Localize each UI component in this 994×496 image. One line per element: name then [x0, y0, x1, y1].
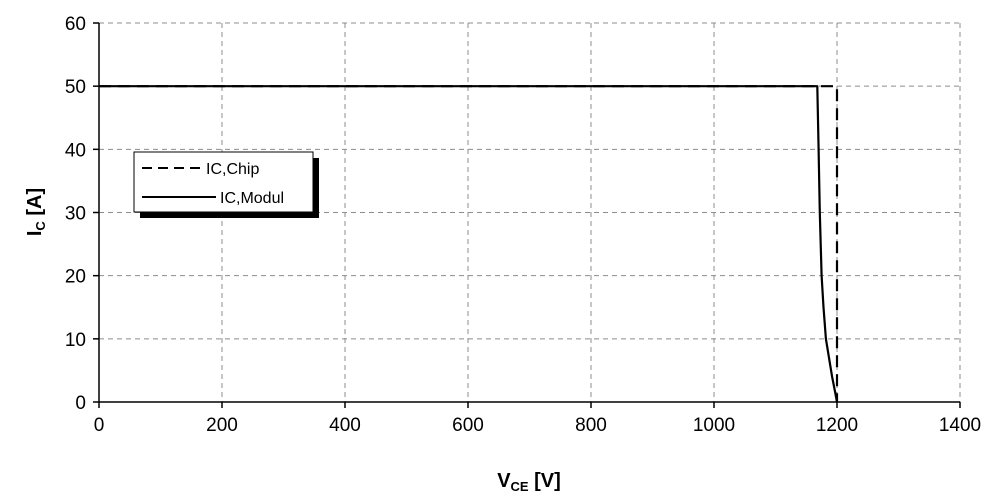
- legend-box: [133, 151, 314, 213]
- x-tick-label: 200: [206, 415, 238, 436]
- y-axis-title-main: I: [24, 231, 46, 237]
- x-tick-label: 1000: [693, 415, 735, 436]
- y-axis-title: IC [A]: [24, 188, 48, 236]
- x-tick-label: 1200: [816, 415, 858, 436]
- x-axis-title: VCE [V]: [497, 470, 561, 494]
- y-tick-label: 50: [65, 77, 86, 98]
- y-tick-label: 30: [65, 204, 86, 225]
- y-tick-label: 40: [65, 140, 86, 161]
- legend-label-ic-chip: IC,Chip: [206, 161, 259, 178]
- y-tick-label: 0: [75, 393, 86, 414]
- x-axis-title-unit: [V]: [529, 470, 561, 492]
- x-axis-title-main: V: [497, 470, 511, 492]
- x-tick-label: 400: [329, 415, 361, 436]
- y-tick-label: 20: [65, 267, 86, 288]
- series-line-ic-modul: [99, 85, 839, 403]
- x-tick-label: 800: [575, 415, 607, 436]
- y-axis-title-sub: C: [33, 221, 48, 231]
- x-tick-label: 0: [94, 415, 105, 436]
- y-tick-label: 10: [65, 330, 86, 351]
- x-axis-title-sub: CE: [511, 479, 529, 494]
- y-tick-label: 60: [65, 14, 86, 35]
- series-layer: [99, 85, 839, 403]
- y-axis-title-unit: [A]: [24, 188, 46, 221]
- tick-labels: 0 200 400 600 800 1000 1200 1400 0 10 20 30 40 50 60: [65, 14, 981, 436]
- x-tick-label: 1400: [939, 415, 981, 436]
- x-tick-label: 600: [452, 415, 484, 436]
- axes: [93, 22, 961, 408]
- legend: IC,Chip IC,Modul: [133, 151, 319, 218]
- legend-label-ic-modul: IC,Modul: [220, 190, 284, 207]
